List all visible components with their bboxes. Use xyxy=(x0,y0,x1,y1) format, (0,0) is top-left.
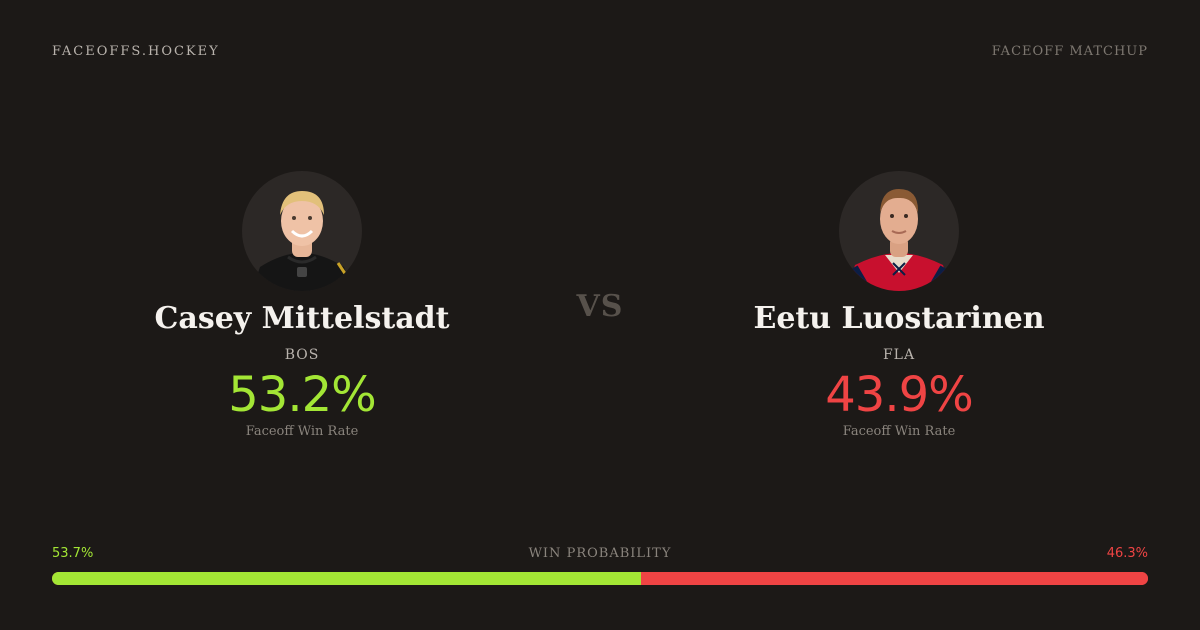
player-card-right: Eetu Luostarinen FLA 43.9% Faceoff Win R… xyxy=(679,171,1119,439)
win-probability-title: WIN PROBABILITY xyxy=(528,546,672,561)
page-label: FACEOFF MATCHUP xyxy=(991,44,1148,59)
player-team: BOS xyxy=(284,347,320,363)
player-name: Eetu Luostarinen xyxy=(753,301,1045,336)
win-probability-left-value: 53.7% xyxy=(52,546,94,561)
player-name: Casey Mittelstadt xyxy=(154,301,450,336)
player-headshot-icon xyxy=(839,171,959,291)
brand-logo-text: FACEOFFS.HOCKEY xyxy=(52,44,220,59)
faceoff-win-rate: 43.9% xyxy=(825,367,973,423)
player-card-left: Casey Mittelstadt BOS 53.2% Faceoff Win … xyxy=(82,171,522,439)
faceoff-win-rate-label: Faceoff Win Rate xyxy=(842,423,956,439)
faceoff-win-rate-label: Faceoff Win Rate xyxy=(245,423,359,439)
win-probability-bar xyxy=(52,572,1148,585)
versus-label: VS xyxy=(576,289,624,324)
win-probability-bar-right xyxy=(640,572,1148,585)
win-probability-right-value: 46.3% xyxy=(1106,546,1148,561)
player-headshot-icon xyxy=(242,171,362,291)
win-probability-bar-left xyxy=(52,572,641,585)
faceoff-win-rate: 53.2% xyxy=(228,367,376,423)
player-team: FLA xyxy=(882,347,916,363)
